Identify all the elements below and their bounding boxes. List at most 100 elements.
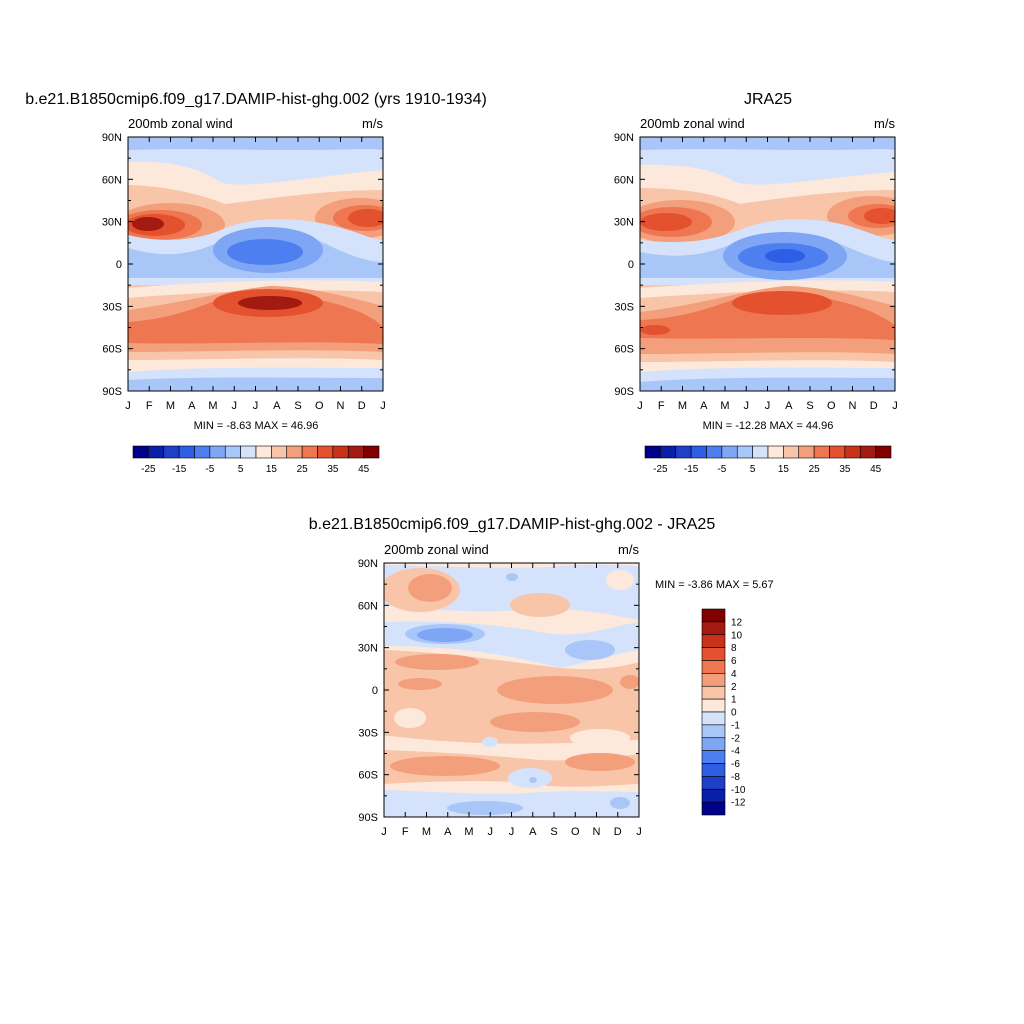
obs-colorbar-label: 15 [778,464,790,475]
obs-ytick-label: 60N [614,174,634,186]
model-xtick-label: D [358,400,366,412]
panel-obs: JRA25 200mb zonal wind m/s [614,91,898,475]
obs-colorbar-swatch [829,445,846,459]
obs-xtick-label: J [744,400,750,412]
diff-ytick-label: 90N [358,558,378,570]
obs-easterly-core [765,249,805,263]
model-nh-jet-40 [348,209,383,227]
obs-colorbar: -25 -15 -5 5 15 25 35 45 [644,445,892,475]
model-ytick-label: 30N [102,217,122,229]
diff-xtick-label: M [422,826,431,838]
diff-colorbar-swatch [701,788,726,803]
diff-ytick-label: 0 [372,685,378,697]
model-colorbar-label: 45 [358,464,370,475]
obs-colorbar-swatch [660,445,677,459]
obs-colorbar-swatch [690,445,707,459]
obs-colorbar-swatch [813,445,830,459]
diff-region [510,593,570,617]
diff-colorbar-swatch [701,698,726,713]
diff-colorbar-swatch [701,673,726,687]
diff-colorbar-swatch [701,608,726,623]
diff-colorbar-label: 12 [731,617,743,628]
obs-colorbar-label: -5 [717,464,726,475]
obs-xtick-label: A [700,400,708,412]
model-colorbar-label: 5 [238,464,244,475]
obs-contour-field [640,137,895,391]
diff-xtick-label: A [529,826,537,838]
diff-colorbar-label: 6 [731,656,737,667]
diff-colorbar-swatch [701,621,726,636]
model-xtick-label: J [380,400,386,412]
model-colorbar-swatch [317,445,334,459]
diff-colorbar-swatch [701,724,726,739]
diff-region [482,737,498,747]
diff-region [565,753,635,771]
model-colorbar-swatch [163,445,180,459]
diff-region [390,756,500,776]
diff-colorbar-swatch [701,647,726,661]
obs-ytick-label: 30S [614,301,634,313]
diff-contour-field [384,563,639,817]
model-easterly-core [227,239,303,265]
model-title: b.e21.B1850cmip6.f09_g17.DAMIP-hist-ghg.… [25,91,487,108]
obs-xtick-label: J [637,400,643,412]
obs-title: JRA25 [744,91,792,108]
obs-colorbar-swatch [875,445,892,459]
obs-minmax: MIN = -12.28 MAX = 44.96 [703,420,834,432]
diff-colorbar-label: -10 [731,785,746,796]
model-colorbar-swatch [209,445,226,459]
diff-ytick-label: 60S [358,770,378,782]
diff-colorbar-swatch [701,776,726,790]
model-colorbar-swatch [148,445,165,459]
obs-sh-jet [640,293,895,340]
obs-xtick-label: A [785,400,793,412]
model-colorbar-swatch [332,445,349,459]
diff-xtick-label: O [571,826,580,838]
model-xtick-label: M [166,400,175,412]
model-xtick-label: S [294,400,301,412]
panel-model: b.e21.B1850cmip6.f09_g17.DAMIP-hist-ghg.… [25,91,487,475]
obs-colorbar-swatch [736,445,753,459]
model-xtick-label: A [188,400,196,412]
diff-colorbar-swatch [701,750,726,764]
diff-colorbar-label: -1 [731,720,740,731]
model-xtick-label: O [315,400,324,412]
diff-colorbar-swatch [701,634,726,648]
model-colorbar-label: 25 [297,464,309,475]
obs-colorbar-swatch [844,445,861,459]
obs-colorbar-swatch [644,445,661,459]
model-colorbar-swatch [301,445,318,459]
diff-colorbar-label: 2 [731,682,737,693]
obs-units: m/s [874,116,895,131]
model-ytick-label: 0 [116,259,122,271]
diff-colorbar-swatch [701,685,726,700]
diff-region [529,777,537,783]
model-ytick-label: 30S [102,301,122,313]
obs-colorbar-swatch [783,445,800,459]
obs-colorbar-swatch [706,445,723,459]
model-sh-jet-max [238,296,302,310]
obs-xtick-label: M [720,400,729,412]
obs-colorbar-swatch [675,445,692,459]
diff-xtick-label: J [509,826,515,838]
diff-colorbar-label: -8 [731,772,740,783]
diff-left-label: 200mb zonal wind [384,542,489,557]
diff-region [394,708,426,728]
obs-colorbar-swatch [767,445,784,459]
diff-xtick-label: A [444,826,452,838]
obs-colorbar-swatch [859,445,876,459]
diff-region [570,729,630,747]
diff-region [620,675,639,689]
diff-xtick-label: M [464,826,473,838]
model-xtick-label: J [125,400,131,412]
diff-xtick-label: J [381,826,387,838]
diff-colorbar-swatch [701,660,726,674]
obs-sh-jet [640,325,670,335]
diff-region [565,640,615,660]
model-colorbar-swatch [178,445,195,459]
model-colorbar-swatch [194,445,211,459]
diff-colorbar-swatch [701,737,726,751]
diff-region [508,768,552,788]
obs-colorbar-label: -25 [653,464,668,475]
